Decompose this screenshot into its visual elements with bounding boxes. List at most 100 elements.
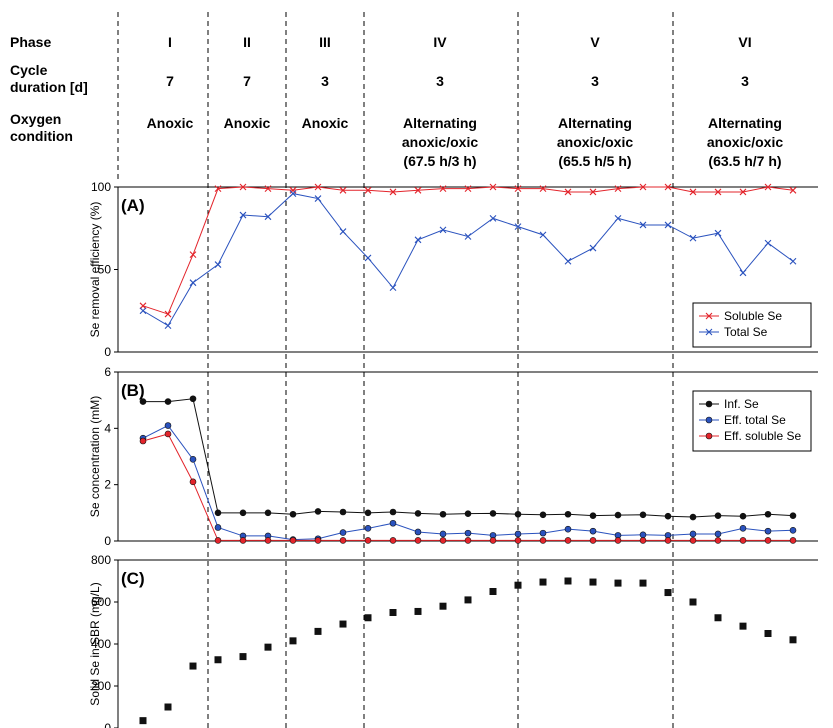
data-point-square: [489, 588, 497, 595]
data-point-x: [289, 190, 297, 197]
data-point-x: [189, 279, 197, 287]
data-point-x: [139, 307, 147, 315]
legend-entry: Inf. Se: [724, 397, 759, 411]
data-point-x: [739, 188, 747, 196]
data-point-x: [339, 186, 347, 194]
data-point-x: [589, 244, 597, 252]
data-point-square: [214, 656, 222, 664]
data-point-square: [439, 602, 447, 610]
phase-oxygen-condition: anoxic/oxic: [402, 134, 478, 150]
legend-marker: [705, 328, 713, 336]
y-tick-label: 600: [91, 595, 111, 609]
y-tick-label: 50: [98, 263, 112, 277]
data-point-square: [789, 636, 797, 644]
data-point-circle: [139, 437, 147, 445]
data-point-x: [239, 183, 247, 191]
data-point-x: [489, 214, 497, 222]
data-point-circle: [789, 537, 797, 544]
legend-marker: [705, 400, 713, 408]
y-tick-label: 2: [104, 478, 111, 492]
data-point-x: [689, 188, 697, 196]
data-point-square: [389, 609, 397, 616]
data-point-circle: [339, 537, 347, 544]
data-point-x: [714, 229, 722, 237]
data-point-circle: [189, 456, 197, 463]
data-point-circle: [439, 510, 447, 518]
phase-dividers: [117, 12, 674, 728]
data-point-circle: [514, 537, 522, 544]
header-row-label: condition: [10, 128, 73, 144]
panel-label: (A): [121, 196, 145, 215]
legend-entry: Eff. soluble Se: [724, 429, 801, 443]
legend-marker: [705, 432, 713, 440]
y-axis-label: Solid Se in SBR (mg/L): [88, 582, 102, 705]
phase-name: II: [243, 34, 251, 50]
data-point-circle: [214, 509, 222, 517]
data-point-x: [464, 185, 472, 193]
data-point-circle: [464, 529, 472, 537]
data-point-square: [589, 578, 597, 586]
data-point-circle: [764, 537, 772, 544]
data-point-circle: [214, 537, 222, 544]
legend: Soluble Se Total Se: [692, 302, 812, 348]
data-point-circle: [289, 537, 297, 544]
data-point-circle: [739, 512, 747, 520]
y-axis-label: Se concentration (mM): [88, 396, 102, 517]
data-point-circle: [464, 537, 472, 544]
data-point-circle: [489, 537, 497, 544]
data-point-x: [589, 188, 597, 196]
data-point-circle: [239, 509, 247, 517]
data-point-circle: [164, 430, 172, 438]
panel-c: 0 200 400 600 800 Solid Se in SBR (mg/L) (C): [88, 553, 818, 728]
data-point-circle: [414, 528, 422, 536]
data-point-circle: [214, 524, 222, 531]
data-point-circle: [789, 526, 797, 534]
data-point-x: [689, 234, 697, 242]
phase-oxygen-condition: anoxic/oxic: [707, 134, 783, 150]
panel-a: 0 50 100 Se removal efficiency (%) (A) Solubl…: [88, 180, 818, 359]
data-point-circle: [539, 511, 547, 519]
data-point-square: [289, 637, 297, 645]
data-point-x: [614, 185, 622, 193]
panel-label: (C): [121, 569, 145, 588]
phase-name: I: [168, 34, 172, 50]
data-point-circle: [714, 512, 722, 519]
data-point-circle: [614, 537, 622, 544]
series-line-0: [142, 186, 794, 315]
data-point-x: [389, 188, 397, 196]
data-point-circle: [664, 537, 672, 544]
data-point-x: [414, 186, 422, 194]
data-point-circle: [314, 508, 322, 515]
data-point-circle: [739, 525, 747, 532]
data-point-x: [764, 239, 772, 247]
data-point-x: [489, 183, 497, 191]
phase-name: V: [590, 34, 600, 50]
data-point-x: [164, 322, 172, 329]
data-point-circle: [539, 537, 547, 544]
data-point-circle: [689, 537, 697, 544]
data-point-square: [714, 614, 722, 622]
data-point-x: [339, 228, 347, 235]
data-point-square: [464, 596, 472, 604]
header-row-label: Cycle: [10, 62, 48, 78]
phase-oxygen-condition: (65.5 h/5 h): [558, 153, 631, 169]
data-point-square: [264, 643, 272, 651]
phase-name: VI: [738, 34, 751, 50]
phase-oxygen-condition: (63.5 h/7 h): [708, 153, 781, 169]
y-tick-label: 0: [104, 345, 111, 359]
data-point-circle: [389, 519, 397, 527]
data-point-circle: [164, 422, 172, 429]
data-point-x: [314, 183, 322, 191]
data-point-x: [714, 188, 722, 196]
phase-oxygen-condition: Anoxic: [224, 115, 271, 131]
panel-label: (B): [121, 381, 145, 400]
data-point-circle: [764, 510, 772, 518]
phase-oxygen-condition: Anoxic: [147, 115, 194, 131]
phase-oxygen-condition: Alternating: [708, 115, 782, 131]
data-point-x: [439, 226, 447, 234]
data-point-square: [764, 630, 772, 637]
data-point-circle: [514, 510, 522, 518]
phase-duration: 3: [321, 73, 329, 89]
data-point-circle: [664, 512, 672, 520]
phase-oxygen-condition: (67.5 h/3 h): [403, 153, 476, 169]
